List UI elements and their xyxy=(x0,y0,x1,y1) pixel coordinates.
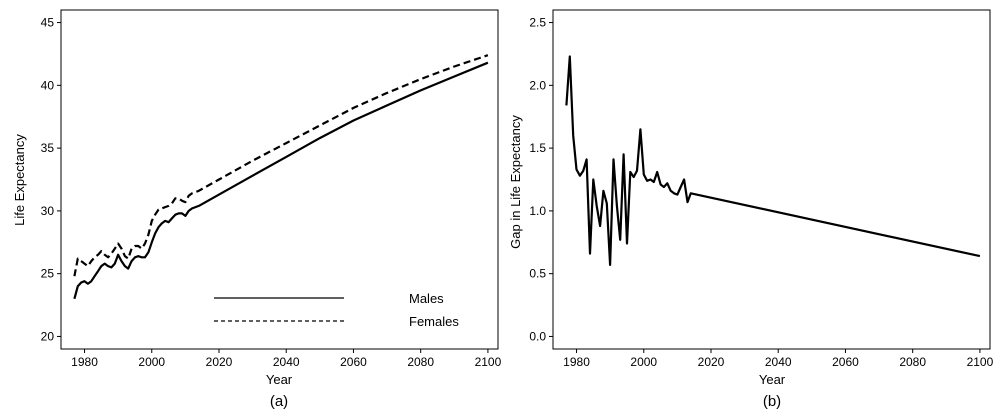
panel-a-y-tick-label: 45 xyxy=(41,16,55,30)
panel-a-label: (a) xyxy=(270,393,288,410)
panel-b-y-tick-label: 1.0 xyxy=(529,204,546,218)
panel-a-x-tick-label: 2000 xyxy=(138,355,165,369)
panel-a-x-tick-label: 2080 xyxy=(407,355,434,369)
panel-b-y-axis-title: Gap in Life Expectancy xyxy=(508,115,523,249)
panel-a-y-tick-label: 25 xyxy=(41,267,55,281)
panel-a-y-axis-title: Life Expectancy xyxy=(12,134,27,226)
panel-a-x-tick-label: 2100 xyxy=(475,355,502,369)
panel-b-y-tick-label: 1.5 xyxy=(529,141,546,155)
panel-b-x-tick-label: 2080 xyxy=(899,355,926,369)
panel-a-plot-frame xyxy=(60,9,499,350)
panel-b-x-axis: 1980 2000 2020 2040 2060 2080 2100 xyxy=(563,349,994,369)
panel-a-y-tick-label: 35 xyxy=(41,141,55,155)
panel-b-x-tick-label: 2000 xyxy=(630,355,657,369)
panel-a-y-tick-label: 30 xyxy=(41,204,55,218)
panel-a-x-tick-label: 2020 xyxy=(206,355,233,369)
legend-males-label: Males xyxy=(409,291,444,306)
panel-a-x-tick-label: 2040 xyxy=(273,355,300,369)
panel-b-y-tick-label: 0.5 xyxy=(529,267,546,281)
panel-b-plot-frame xyxy=(552,9,991,350)
panel-b-x-tick-label: 1980 xyxy=(563,355,590,369)
panel-a-x-tick-label: 2060 xyxy=(340,355,367,369)
panel-b-x-axis-title: Year xyxy=(759,372,786,387)
panel-a-series-line-males xyxy=(73,61,489,300)
panel-b-y-tick-label: 2.5 xyxy=(529,16,546,30)
panel-b-x-tick-label: 2020 xyxy=(698,355,725,369)
panel-a-x-axis-title: Year xyxy=(266,372,293,387)
panel-b-x-tick-label: 2100 xyxy=(967,355,994,369)
panel-a-y-axis: 20 25 30 35 40 45 xyxy=(41,16,61,343)
panel-b-gap: 0.0 0.5 1.0 1.5 2.0 2.5 1980 2000 2020 2040 2060 2… xyxy=(508,9,994,410)
panel-b-label: (b) xyxy=(763,393,781,410)
panel-b-y-tick-label: 2.0 xyxy=(529,78,546,92)
panel-a-y-tick-label: 20 xyxy=(41,329,55,343)
panel-a-x-tick-label: 1980 xyxy=(71,355,98,369)
panel-b-y-tick-label: 0.0 xyxy=(529,329,546,343)
panel-b-y-axis: 0.0 0.5 1.0 1.5 2.0 2.5 xyxy=(529,16,553,343)
panel-a-x-axis: 1980 2000 2020 2040 2060 2080 2100 xyxy=(71,349,502,369)
panel-a-life-expectancy: 20 25 30 35 40 45 1980 2000 2020 2040 2060 2080 210… xyxy=(12,9,502,410)
panel-a-series xyxy=(73,54,489,300)
panel-b-series xyxy=(565,55,981,266)
legend: Males Females xyxy=(214,291,459,329)
panel-b-x-tick-label: 2040 xyxy=(765,355,792,369)
panel-b-x-tick-label: 2060 xyxy=(832,355,859,369)
legend-females-label: Females xyxy=(409,314,459,329)
panel-a-series-line-females xyxy=(73,54,489,277)
panel-b-series-line-1 xyxy=(565,55,981,266)
panel-a-y-tick-label: 40 xyxy=(41,78,55,92)
